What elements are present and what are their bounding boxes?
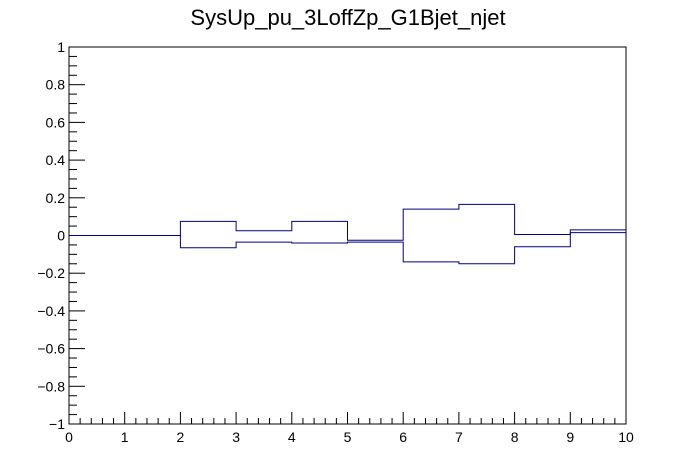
y-tick-label: −0.4 <box>37 303 65 319</box>
x-tick-label: 1 <box>121 429 129 445</box>
y-axis-tick-labels: −1 −0.8 −0.6 −0.4 −0.2 0 0.2 0.4 0.6 0.8 1 <box>37 39 65 432</box>
y-tick-label: −1 <box>49 416 65 432</box>
x-tick-label: 4 <box>288 429 296 445</box>
y-tick-label: 0.8 <box>46 77 66 93</box>
x-tick-label: 0 <box>65 429 73 445</box>
x-axis-tick-labels: 0 1 2 3 4 5 6 7 8 9 10 <box>65 429 634 445</box>
x-tick-label: 2 <box>177 429 185 445</box>
series-line-2 <box>69 232 626 265</box>
y-tick-label: 0.2 <box>46 190 66 206</box>
y-tick-label: −0.6 <box>37 341 65 357</box>
y-tick-label: 1 <box>57 39 65 55</box>
x-tick-label: 10 <box>618 429 634 445</box>
x-tick-label: 9 <box>566 429 574 445</box>
x-tick-label: 6 <box>399 429 407 445</box>
y-tick-label: −0.8 <box>37 378 65 394</box>
chart-title: SysUp_pu_3LoffZp_G1Bjet_njet <box>190 5 505 30</box>
series-line-1 <box>69 203 626 241</box>
series-layer <box>69 203 626 265</box>
y-tick-label: 0.4 <box>46 152 66 168</box>
x-tick-label: 3 <box>232 429 240 445</box>
x-tick-label: 8 <box>511 429 519 445</box>
y-tick-label: −0.2 <box>37 265 65 281</box>
x-tick-label: 7 <box>455 429 463 445</box>
y-tick-label: 0 <box>57 228 65 244</box>
y-tick-label: 0.6 <box>46 114 66 130</box>
x-tick-label: 5 <box>344 429 352 445</box>
axis-ticks <box>68 46 627 425</box>
